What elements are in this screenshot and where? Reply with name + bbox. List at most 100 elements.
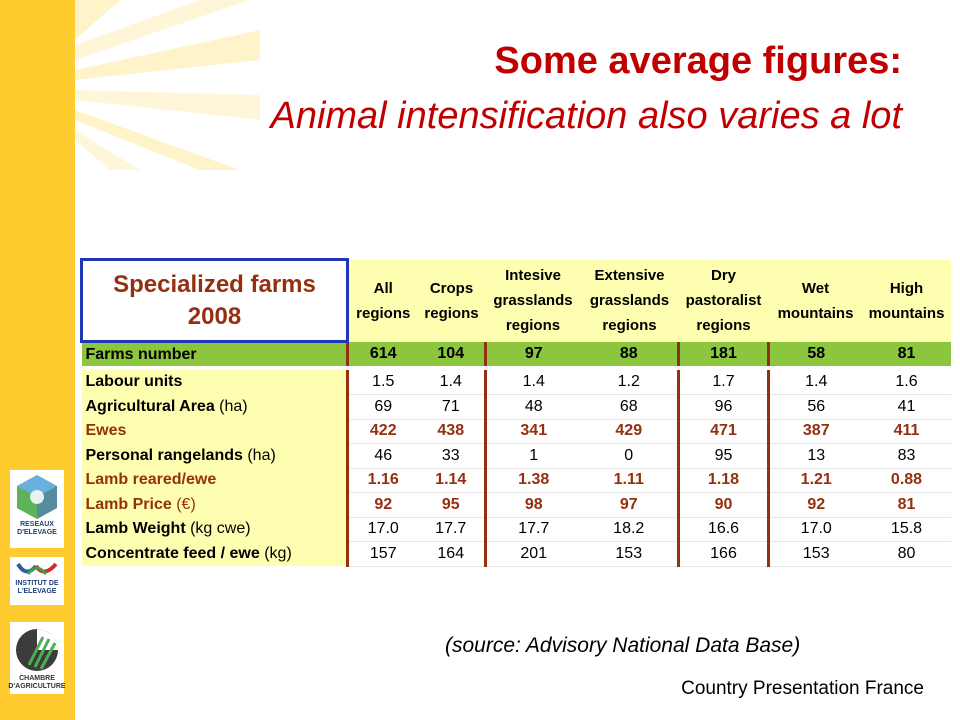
table-row: Ewes 422 438 341 429 471 387 411 xyxy=(81,419,951,444)
table-row: Lamb reared/ewe 1.16 1.14 1.38 1.11 1.18 1.21 0… xyxy=(81,468,951,493)
table-cell: 95 xyxy=(417,492,486,518)
column-header-line: regions xyxy=(696,317,751,334)
table-cell: 429 xyxy=(580,419,679,444)
spacer-cell xyxy=(580,366,679,370)
table-cell: 1.4 xyxy=(417,370,486,395)
chambre-line1: CHAMBRE xyxy=(19,675,55,682)
table-cell: 46 xyxy=(346,443,418,469)
sunburst-decoration xyxy=(75,0,260,170)
table-cell: 80 xyxy=(862,541,951,567)
table-cell: 98 xyxy=(484,492,581,518)
table-header-row: Specialized farms 2008 All regions Crops re… xyxy=(80,258,951,343)
row-label-unit: (€) xyxy=(171,495,196,513)
column-header-line: High xyxy=(889,279,924,297)
table-cell: 1.2 xyxy=(580,370,679,395)
specialized-farms-line2: 2008 xyxy=(187,302,242,330)
table-cell: 166 xyxy=(677,541,769,567)
table-cell: 1.4 xyxy=(484,370,581,395)
row-label: Ewes xyxy=(81,419,348,444)
row-label-text: Concentrate feed / ewe xyxy=(85,544,260,562)
row-label: Lamb reared/ewe xyxy=(81,468,348,493)
column-header-line: pastoralist xyxy=(685,292,762,309)
row-label-text: Ewes xyxy=(85,422,127,440)
table-cell: 90 xyxy=(677,492,769,518)
row-label: Lamb Weight (kg cwe) xyxy=(81,517,348,542)
row-label-text: Labour units xyxy=(85,373,183,391)
column-header: Crops regions xyxy=(417,259,486,342)
column-header: Intesive grasslands regions xyxy=(485,259,581,342)
table-cell: 48 xyxy=(484,394,581,420)
row-label-text: Personal rangelands xyxy=(85,446,243,464)
table-cell: 69 xyxy=(346,394,418,420)
specialized-farms-line1: Specialized farms xyxy=(113,270,316,298)
table-cell: 153 xyxy=(767,541,863,567)
table-cell: 1.16 xyxy=(346,468,418,493)
table-row: Labour units 1.5 1.4 1.4 1.2 1.7 1.4 1.6 xyxy=(81,370,951,395)
slide-title: Some average figures: xyxy=(494,40,902,82)
column-header-line: grasslands xyxy=(589,292,670,309)
table-cell: 181 xyxy=(677,341,769,366)
column-header-line: mountains xyxy=(868,304,945,322)
table-cell: 1.21 xyxy=(767,468,863,493)
table-cell: 58 xyxy=(767,341,863,366)
table-cell: 1 xyxy=(484,443,581,469)
table-cell: 33 xyxy=(417,443,486,469)
spacer-cell xyxy=(347,366,418,370)
column-header-line: All xyxy=(373,279,393,297)
institut-elevage-logo: INSTITUT DE L'ELEVAGE xyxy=(10,557,64,605)
footer-text: Country Presentation France xyxy=(681,678,924,699)
spacer-cell xyxy=(678,366,769,370)
column-header-line: Extensive xyxy=(594,267,665,284)
column-header-line: regions xyxy=(505,317,561,334)
hexagon-logo-icon xyxy=(17,475,57,519)
table-cell: 81 xyxy=(862,341,951,366)
table-cell: 16.6 xyxy=(677,517,769,542)
table-cell: 104 xyxy=(417,341,486,366)
spacer-cell xyxy=(862,366,951,370)
spacer-cell xyxy=(81,366,348,370)
table-cell: 1.18 xyxy=(677,468,769,493)
table-cell: 422 xyxy=(346,419,418,444)
row-label: Lamb Price (€) xyxy=(81,492,348,517)
table-cell: 15.8 xyxy=(862,517,951,542)
table-row: Personal rangelands (ha) 46 33 1 0 95 13 83 xyxy=(81,443,951,469)
table-cell: 17.7 xyxy=(484,517,581,542)
table-cell: 71 xyxy=(417,394,486,420)
table-cell: 614 xyxy=(346,341,418,366)
column-header-line: regions xyxy=(602,317,657,334)
row-label: Concentrate feed / ewe (kg) xyxy=(81,541,348,566)
column-header-line: regions xyxy=(424,304,479,322)
table-cell: 471 xyxy=(677,419,769,444)
table-cell: 96 xyxy=(677,394,769,420)
column-header-line: mountains xyxy=(777,304,854,322)
spacer-cell xyxy=(417,366,486,370)
table-cell: 92 xyxy=(346,492,418,518)
chambre-agriculture-logo: CHAMBRE D'AGRICULTURE xyxy=(8,622,66,694)
table-cell: 17.0 xyxy=(346,517,418,542)
table-cell: 387 xyxy=(767,419,863,444)
table-cell: 17.0 xyxy=(767,517,863,542)
table-cell: 1.7 xyxy=(677,370,769,395)
table-cell: 1.6 xyxy=(862,370,951,395)
column-header: High mountains xyxy=(862,259,951,342)
chambre-line2: D'AGRICULTURE xyxy=(8,683,66,690)
row-label-text: Farms number xyxy=(85,345,197,363)
table-cell: 341 xyxy=(484,419,581,444)
column-header-line: Crops xyxy=(429,279,474,297)
row-label-unit: (kg cwe) xyxy=(185,520,251,538)
spacer-cell xyxy=(768,366,863,370)
table-cell: 1.4 xyxy=(767,370,863,395)
row-label: Agricultural Area (ha) xyxy=(81,394,348,419)
source-note: (source: Advisory National Data Base) xyxy=(445,634,801,657)
table-cell: 56 xyxy=(767,394,863,420)
reseaux-line2: D'ELEVAGE xyxy=(17,529,57,536)
institut-line2: L'ELEVAGE xyxy=(17,588,57,595)
table-cell: 164 xyxy=(417,541,486,567)
row-label-text: Lamb Price xyxy=(85,495,172,513)
table-cell: 1.11 xyxy=(580,468,679,493)
column-header-line: Dry xyxy=(710,267,736,284)
table-cell: 17.7 xyxy=(417,517,486,542)
table-cell: 201 xyxy=(484,541,581,567)
row-label-text: Lamb Weight xyxy=(85,520,186,538)
column-header-line: regions xyxy=(356,304,411,322)
